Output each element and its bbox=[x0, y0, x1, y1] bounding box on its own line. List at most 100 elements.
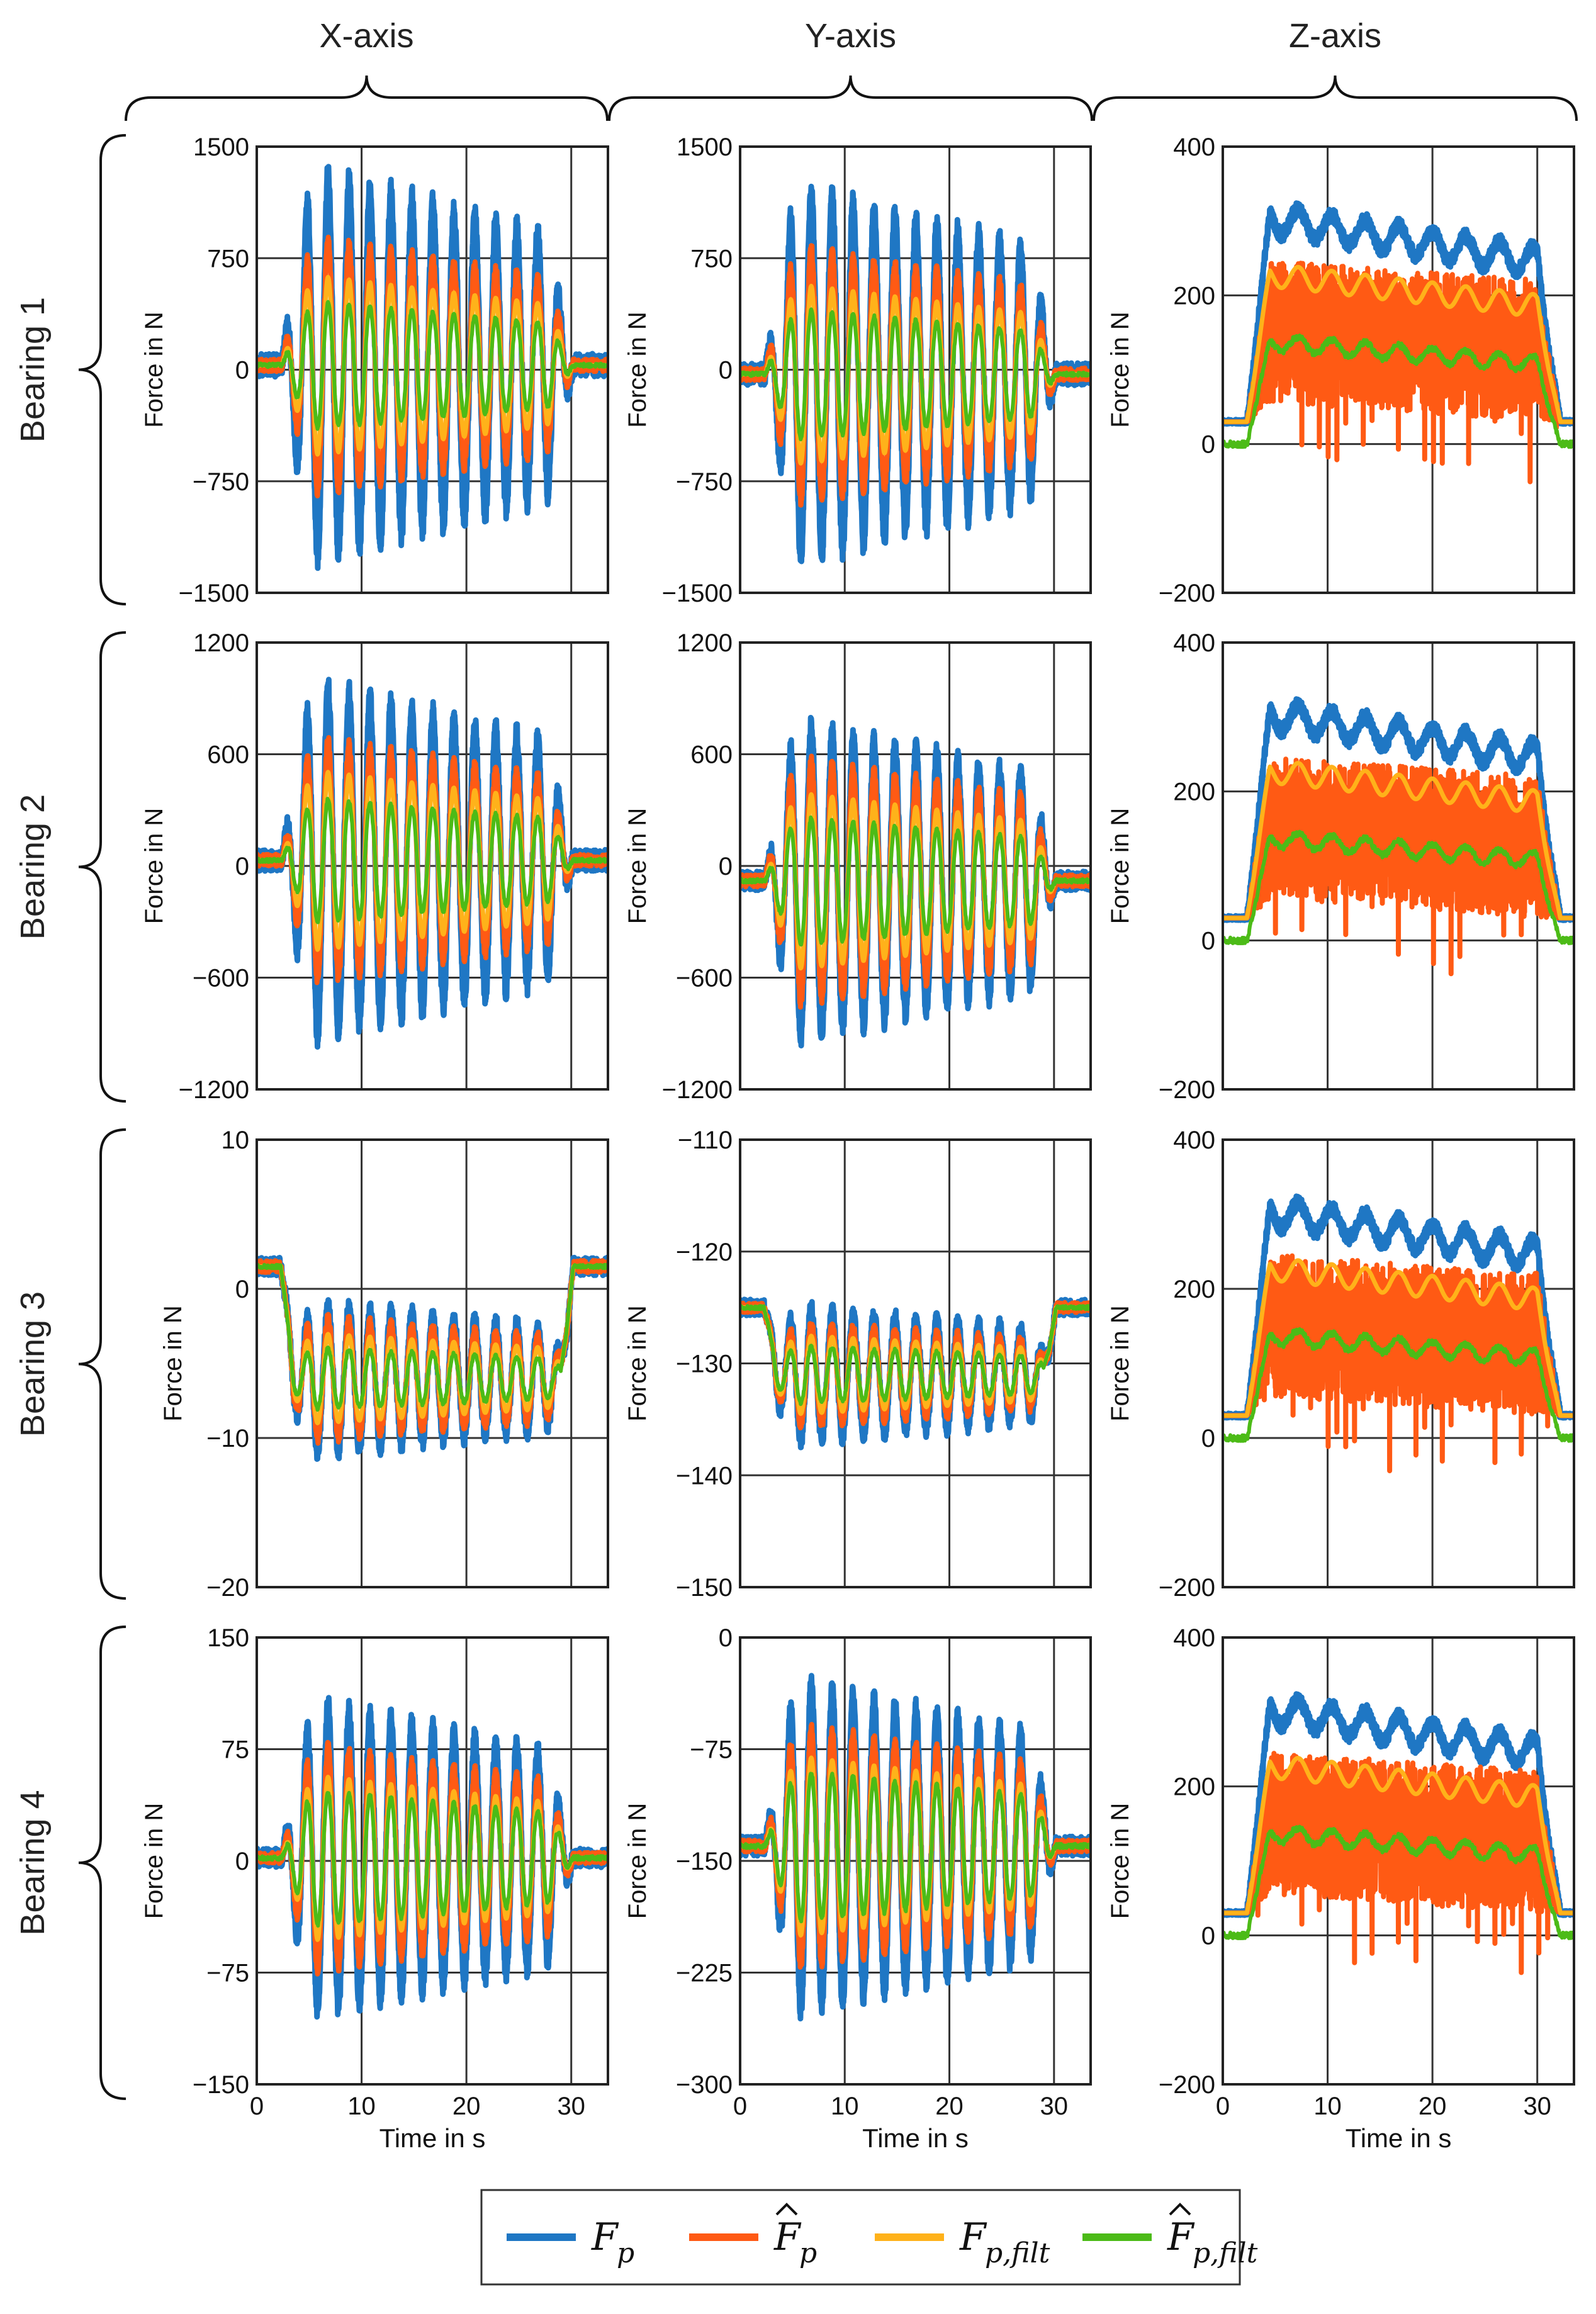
series-line-1 bbox=[1223, 696, 1574, 923]
y-tick-label: −20 bbox=[206, 1574, 249, 1602]
series-group bbox=[257, 1695, 608, 2020]
y-tick-label: −150 bbox=[676, 1848, 733, 1875]
y-tick-label: 1500 bbox=[677, 133, 733, 161]
legend-entry-2: Fp bbox=[689, 2203, 817, 2269]
row-brace bbox=[78, 134, 126, 605]
y-tick-label: 600 bbox=[207, 741, 249, 769]
plot-area bbox=[257, 1140, 608, 1587]
y-tick-label: −200 bbox=[1159, 1574, 1215, 1602]
panel-r1-c2: 1500 750 0 −750 −1500 Force in N bbox=[624, 133, 1092, 607]
x-tick-label: 30 bbox=[1523, 2092, 1551, 2120]
y-tick-label: 1200 bbox=[193, 629, 249, 657]
series-line-3 bbox=[1223, 1258, 1574, 1418]
plot-frame bbox=[256, 1138, 609, 1588]
y-axis-label: Force in N bbox=[140, 312, 168, 428]
hat-accent bbox=[775, 2203, 798, 2216]
y-axis-label: Force in N bbox=[624, 312, 651, 428]
y-tick-label: −140 bbox=[676, 1462, 733, 1490]
y-axis-label: Force in N bbox=[1106, 312, 1134, 428]
x-tick-label: 20 bbox=[452, 2092, 481, 2120]
series-line-1 bbox=[257, 164, 608, 571]
series-line-4 bbox=[1223, 1824, 1574, 1940]
series-line-3 bbox=[740, 1305, 1091, 1416]
panel-r3-c1: 10 0 −10 −20 Force in N bbox=[159, 1126, 609, 1602]
series-group bbox=[1223, 696, 1574, 977]
plot-frame bbox=[739, 145, 1092, 594]
series-group bbox=[740, 1296, 1091, 1451]
x-tick-label: 10 bbox=[831, 2092, 859, 2120]
y-tick-label: −75 bbox=[690, 1736, 733, 1764]
series-line-3 bbox=[1223, 761, 1574, 921]
series-line-1 bbox=[1223, 1193, 1574, 1421]
y-tick-label: 750 bbox=[207, 245, 249, 272]
y-tick-label: −600 bbox=[676, 965, 733, 992]
plot-frame bbox=[739, 641, 1092, 1091]
series-line-4 bbox=[740, 1304, 1091, 1407]
y-tick-label: −130 bbox=[676, 1351, 733, 1378]
x-tick-label: 30 bbox=[557, 2092, 585, 2120]
y-axis-label: Force in N bbox=[1106, 808, 1134, 924]
series-line-2 bbox=[740, 243, 1091, 508]
panel-r4-c1: 150 75 0 −75 −150 Force in N 0 10 20 30 Time in s bbox=[140, 1624, 609, 2153]
series-line-4 bbox=[257, 1262, 608, 1412]
column-headers: X-axis Y-axis Z-axis bbox=[125, 17, 1578, 121]
plot-frame bbox=[256, 145, 609, 594]
y-tick-label: −75 bbox=[206, 1960, 249, 1987]
series-line-4 bbox=[740, 815, 1091, 947]
y-tick-label: 0 bbox=[719, 853, 733, 880]
x-tick-label: 10 bbox=[1313, 2092, 1342, 2120]
x-tick-label: 10 bbox=[347, 2092, 376, 2120]
row-brace bbox=[78, 1626, 126, 2100]
row-title: Bearing 2 bbox=[14, 794, 52, 940]
series-line-4 bbox=[740, 1772, 1091, 1924]
series-line-1 bbox=[257, 1695, 608, 2020]
y-tick-label: −10 bbox=[206, 1425, 249, 1452]
series-line-4 bbox=[740, 307, 1091, 442]
y-tick-label: 75 bbox=[222, 1736, 250, 1764]
plot-frame bbox=[1222, 145, 1575, 594]
y-tick-label: 0 bbox=[719, 1624, 733, 1652]
legend-subscript: p bbox=[617, 2237, 634, 2269]
row-headers: Bearing 1 Bearing 2 Bearing 3 Bearing 4 bbox=[14, 134, 126, 2100]
y-tick-label: 400 bbox=[1173, 1126, 1215, 1154]
legend-entry-1: Fp bbox=[507, 2215, 634, 2269]
series-line-4 bbox=[257, 300, 608, 431]
y-tick-label: −750 bbox=[193, 468, 249, 496]
series-line-3 bbox=[740, 792, 1091, 971]
series-line-2 bbox=[1223, 756, 1574, 977]
legend-entry-4: Fp,filt bbox=[1082, 2203, 1258, 2269]
series-group bbox=[740, 183, 1091, 564]
plot-frame bbox=[739, 1636, 1092, 2086]
panel-r1-c1: 1500 750 0 −750 −1500 Force in N bbox=[140, 133, 609, 607]
x-axis-label: Time in s bbox=[1346, 2123, 1452, 2153]
y-tick-label: 0 bbox=[235, 357, 249, 385]
y-tick-label: 750 bbox=[690, 245, 733, 272]
y-tick-label: 200 bbox=[1173, 282, 1215, 310]
series-line-1 bbox=[1223, 1691, 1574, 1918]
legend-subscript: p,filt bbox=[1193, 2237, 1258, 2269]
y-tick-label: −110 bbox=[678, 1126, 733, 1154]
y-tick-label: −1500 bbox=[662, 580, 733, 607]
legend: Fp Fp Fp,filt Fp,filt bbox=[480, 2189, 1258, 2286]
row-title: Bearing 3 bbox=[14, 1291, 52, 1437]
series-group bbox=[257, 1254, 608, 1462]
series-line-3 bbox=[1223, 264, 1574, 424]
panel-r2-c1: 1200 600 0 −600 −1200 Force in N bbox=[140, 629, 609, 1104]
plot-frame bbox=[256, 1636, 609, 2086]
plot-frame bbox=[1222, 641, 1575, 1091]
plot-frame bbox=[1222, 1636, 1575, 2086]
panel-r3-c3: 400 200 0 −200 Force in N bbox=[1106, 1126, 1575, 1602]
legend-label: F bbox=[1167, 2215, 1195, 2259]
x-tick-label: 0 bbox=[250, 2092, 264, 2120]
series-group bbox=[257, 677, 608, 1050]
column-brace bbox=[125, 75, 609, 121]
y-tick-label: −200 bbox=[1159, 580, 1215, 607]
series-group bbox=[740, 1673, 1091, 2022]
series-line-4 bbox=[1223, 829, 1574, 945]
column-title: Y-axis bbox=[805, 17, 896, 55]
panel-r2-c2: 1200 600 0 −600 −1200 Force in N bbox=[624, 629, 1092, 1104]
y-axis-label: Force in N bbox=[1106, 1803, 1134, 1919]
y-tick-label: 1200 bbox=[677, 629, 733, 657]
x-tick-label: 20 bbox=[935, 2092, 964, 2120]
